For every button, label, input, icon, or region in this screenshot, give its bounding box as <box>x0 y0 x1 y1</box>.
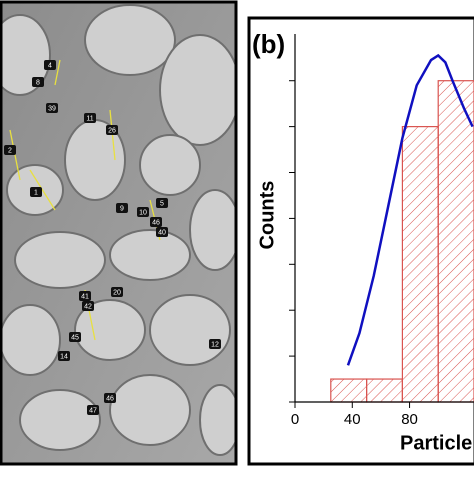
sem-label-box <box>156 198 168 208</box>
sem-label: 20 <box>113 289 121 296</box>
sem-label-box <box>84 113 96 123</box>
y-axis-label: Counts <box>256 181 278 250</box>
sem-label: 26 <box>108 127 116 134</box>
sem-label: 39 <box>48 105 56 112</box>
sem-label-box <box>69 332 81 342</box>
x-tick-label: 0 <box>291 411 299 428</box>
sem-label: 46 <box>152 219 160 226</box>
sem-label: 11 <box>86 115 93 122</box>
sem-label-box <box>104 393 116 403</box>
sem-label-box <box>106 125 118 135</box>
bar <box>330 378 368 403</box>
sem-label: 41 <box>81 293 89 300</box>
sem-label-box <box>111 287 123 297</box>
sem-label: 8 <box>36 79 40 86</box>
sem-label: 4 <box>48 62 52 69</box>
sem-label: 2 <box>8 147 12 154</box>
sem-label: 47 <box>89 407 97 414</box>
sem-label-box <box>46 103 58 113</box>
sem-label-box <box>44 60 56 70</box>
x-tick-label: 80 <box>401 411 418 428</box>
sem-image: 4 8 39 11 26 2 1 9 10 46 40 5 41 42 20 45 14 12 47 46 <box>0 3 236 463</box>
bar <box>401 126 439 403</box>
sem-label-box <box>4 145 16 155</box>
sem-label-box <box>30 187 42 197</box>
sem-label: 10 <box>139 209 147 216</box>
sem-label-box <box>209 339 221 349</box>
x-tick-label: 40 <box>344 411 361 428</box>
sem-label-box <box>137 207 149 217</box>
sem-label-box <box>150 217 162 227</box>
sem-label: 46 <box>106 395 114 402</box>
sem-label: 40 <box>158 229 166 236</box>
fit-curve <box>346 53 474 366</box>
sem-label-box <box>58 351 70 361</box>
panel-label: (b) <box>252 29 285 59</box>
sem-label-box <box>32 77 44 87</box>
sem-label: 12 <box>211 341 219 348</box>
sem-label: 14 <box>60 353 68 360</box>
sem-label-box <box>116 203 128 213</box>
sem-label-box <box>156 227 168 237</box>
bar <box>366 378 404 403</box>
sem-label-box <box>82 301 94 311</box>
bar <box>437 80 474 403</box>
sem-label: 45 <box>71 334 79 341</box>
x-axis-label: Particle <box>400 432 472 454</box>
sem-label: 1 <box>34 189 38 196</box>
sem-label-box <box>79 291 91 301</box>
panel-a-frame <box>0 0 238 466</box>
sem-label: 9 <box>120 205 124 212</box>
sem-label-box <box>87 405 99 415</box>
sem-label: 5 <box>160 200 164 207</box>
sem-label: 42 <box>84 303 92 310</box>
